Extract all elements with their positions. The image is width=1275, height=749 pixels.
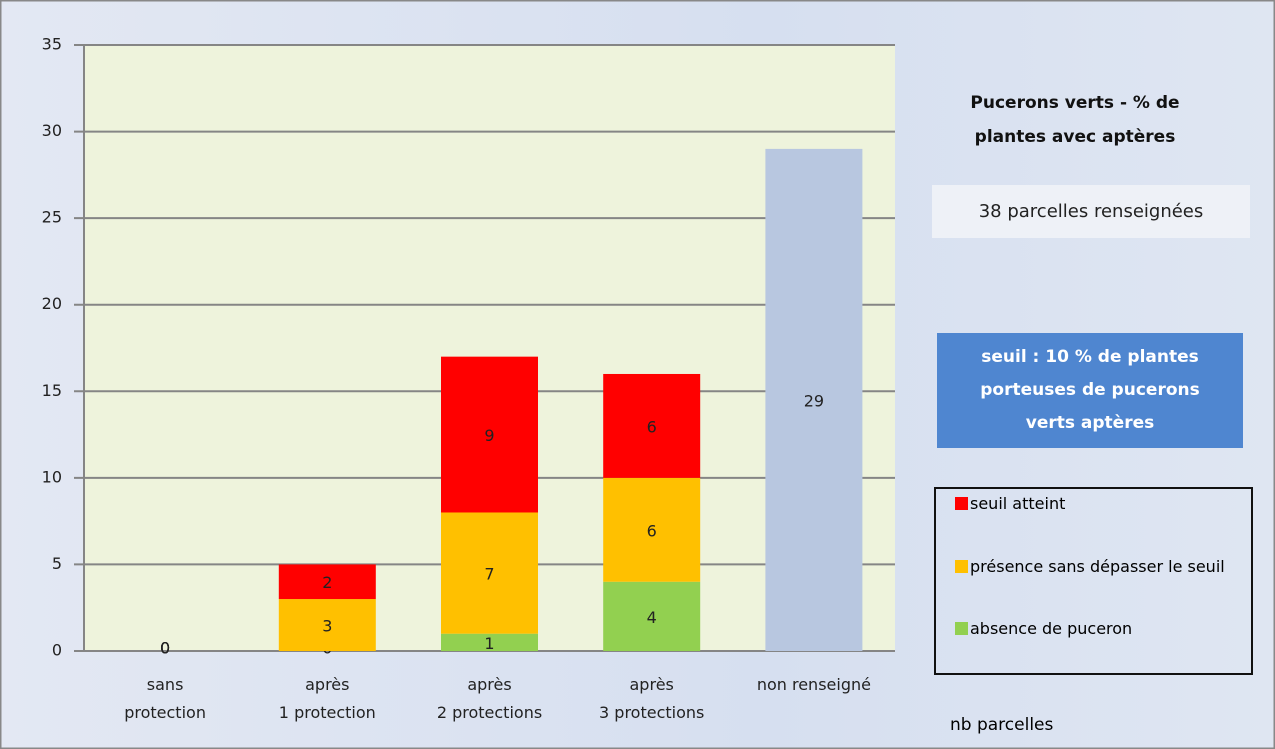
x-tick-label: sans protection: [124, 675, 206, 722]
data-label: 1: [484, 634, 494, 653]
y-tick-label: 35: [42, 35, 62, 54]
bar-segment: [603, 373, 701, 478]
data-label: 6: [647, 521, 657, 540]
x-tick-label: après 2 protections: [437, 675, 542, 722]
bar-segment: [603, 477, 701, 582]
bar-segment: [603, 581, 701, 651]
x-tick-label: non renseigné: [757, 675, 871, 694]
bar-segment: [278, 599, 376, 651]
x-tick-label: après 1 protection: [279, 675, 376, 722]
bar-segment: [441, 633, 538, 651]
y-tick-label: 5: [52, 554, 62, 573]
y-tick-label: 0: [52, 641, 62, 660]
data-label: 6: [647, 417, 657, 436]
legend-label: absence de puceron: [970, 619, 1133, 638]
legend-label: seuil atteint: [970, 494, 1066, 513]
threshold-note: seuil : 10 % de plantes porteuses de puc…: [937, 333, 1243, 448]
data-label: 2: [322, 573, 332, 592]
data-label: 7: [484, 565, 494, 584]
y-tick-label: 15: [42, 381, 62, 400]
y-tick-label: 20: [42, 294, 62, 313]
bar-segment: [441, 356, 538, 513]
legend-swatch: [955, 622, 968, 635]
data-label: 3: [322, 617, 332, 636]
data-label: 4: [647, 608, 657, 627]
x-tick-label: après 3 protections: [599, 675, 704, 722]
y-tick-label: 25: [42, 208, 62, 227]
bar-segment: [441, 512, 538, 634]
data-label: 0: [160, 639, 170, 658]
data-label: 0: [160, 639, 170, 658]
legend: [934, 487, 1253, 675]
bar-segment: [278, 564, 376, 600]
note: 38 parcelles renseignées: [932, 185, 1250, 238]
x-axis-label: nb parcelles: [950, 715, 1054, 735]
chart-title: Pucerons verts - % de plantes avec aptèr…: [970, 93, 1180, 147]
bar-segment: [765, 148, 863, 651]
data-label: 0: [160, 639, 170, 658]
legend-swatch: [955, 497, 968, 510]
data-label: 29: [804, 391, 824, 410]
y-tick-label: 10: [42, 467, 62, 486]
data-label: 9: [484, 426, 494, 445]
legend-label: présence sans dépasser le seuil: [970, 557, 1225, 576]
y-tick-label: 30: [42, 121, 62, 140]
legend-swatch: [955, 560, 968, 573]
